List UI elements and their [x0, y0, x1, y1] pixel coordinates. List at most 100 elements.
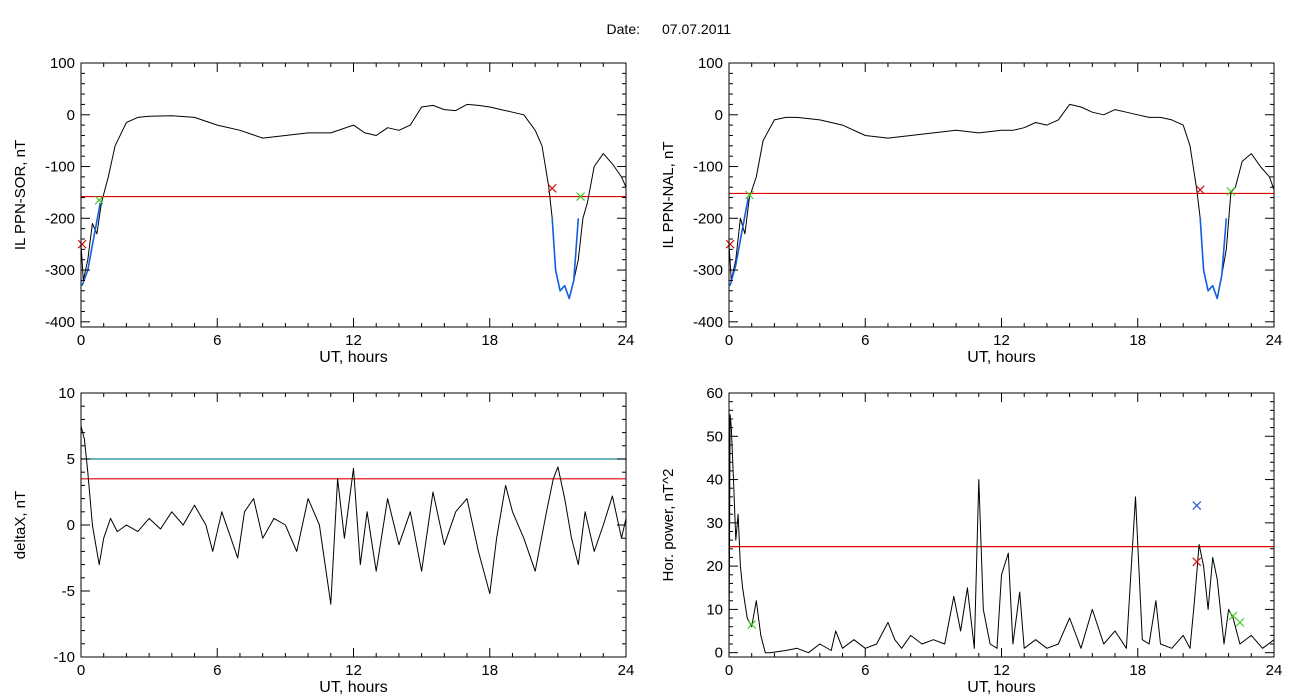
x-axis-label: UT, hours: [319, 349, 387, 366]
interval-line: [1199, 218, 1228, 300]
event-marker: [745, 190, 754, 200]
marker-stroke: [547, 183, 557, 193]
y-axis-label: IL PPN-NAL, nT: [660, 142, 677, 249]
event-marker: [1235, 617, 1245, 627]
x-tick-label: 6: [213, 662, 221, 679]
date-value: 07.07.2011: [662, 21, 731, 37]
chart-panel-top-left: 0 6 12 18 24 -400 -300 -200 -100 0 100 UT, hours IL …: [12, 55, 634, 366]
y-axis-label: IL PPN-SOR, nT: [12, 140, 29, 250]
y-tick-label: 100: [50, 55, 75, 72]
interval-line: [81, 202, 102, 286]
x-tick-label: 24: [1266, 332, 1283, 349]
x-tick-label: 12: [345, 332, 362, 349]
event-marker: [747, 620, 757, 629]
x-axis-label: UT, hours: [967, 679, 1035, 696]
y-tick-label: 0: [715, 107, 723, 124]
y-tick-label: 60: [706, 385, 723, 402]
y-tick-label: 0: [67, 107, 75, 124]
marker-stroke: [1226, 186, 1236, 196]
event-marker: [1195, 185, 1205, 195]
event-marker: [94, 195, 104, 205]
y-tick-label: 40: [706, 472, 723, 489]
x-tick-label: 12: [993, 332, 1010, 349]
y-axis-label: Hor. power, nT^2: [660, 469, 677, 582]
x-tick-label: 0: [725, 332, 733, 349]
series-group: [729, 103, 1274, 300]
x-tick-label: 0: [77, 662, 85, 679]
y-tick-label: -100: [693, 159, 723, 176]
marker-stroke: [745, 190, 754, 200]
y-tick-label: 0: [67, 517, 75, 534]
marker-stroke: [1192, 557, 1202, 567]
y-tick-label: -300: [45, 262, 75, 279]
x-tick-label: 18: [1129, 662, 1146, 679]
x-tick-label: 24: [618, 662, 635, 679]
y-tick-label: -300: [693, 262, 723, 279]
chart-panel-top-right: 0 6 12 18 24 -400 -300 -200 -100 0 100 UT, hours IL …: [660, 55, 1282, 366]
chart-panel-bottom-left: 0 6 12 18 24 -10 -5 0 5 10 UT, hours deltaX, nT: [12, 385, 634, 696]
y-tick-label: 100: [698, 55, 723, 72]
marker-stroke: [1195, 185, 1205, 195]
y-tick-label: 10: [706, 601, 723, 618]
x-tick-label: 24: [1266, 662, 1283, 679]
y-tick-label: 10: [58, 385, 75, 402]
x-tick-label: 6: [861, 662, 869, 679]
y-tick-label: 5: [67, 451, 75, 468]
x-tick-label: 18: [481, 662, 498, 679]
x-tick-label: 18: [1129, 332, 1146, 349]
event-marker: [547, 183, 557, 193]
data-line: [81, 425, 626, 605]
x-tick-label: 6: [213, 332, 221, 349]
marker-stroke: [1228, 611, 1238, 621]
event-marker: [725, 239, 735, 249]
plot-frame: [728, 62, 1275, 328]
series-group: [729, 414, 1274, 654]
chart-panel-bottom-right: 0 6 12 18 24 0 10 20 30 40 50 60 UT, hours Hor. power…: [660, 385, 1282, 696]
data-line: [729, 414, 1274, 654]
plot-frame: [728, 392, 1275, 658]
plot-frame: [80, 62, 627, 328]
y-tick-label: -200: [45, 210, 75, 227]
y-axis-label: deltaX, nT: [12, 491, 29, 559]
x-axis-label: UT, hours: [319, 679, 387, 696]
x-axis-label: UT, hours: [967, 349, 1035, 366]
y-tick-label: 20: [706, 558, 723, 575]
x-tick-label: 0: [725, 662, 733, 679]
x-tick-label: 12: [993, 662, 1010, 679]
event-marker: [77, 239, 87, 249]
marker-stroke: [725, 239, 735, 249]
y-tick-label: 50: [706, 428, 723, 445]
marker-stroke: [77, 239, 87, 249]
y-tick-label: 0: [715, 645, 723, 662]
marker-stroke: [576, 192, 586, 201]
y-tick-label: -400: [45, 314, 75, 331]
series-group: [81, 425, 626, 605]
x-tick-label: 24: [618, 332, 635, 349]
interval-line: [551, 218, 580, 300]
y-tick-label: -100: [45, 159, 75, 176]
event-marker: [1192, 501, 1202, 510]
y-tick-label: 30: [706, 515, 723, 532]
x-tick-label: 18: [481, 332, 498, 349]
data-line: [729, 103, 1274, 299]
y-tick-label: -200: [693, 210, 723, 227]
interval-line: [729, 197, 750, 286]
y-tick-label: -400: [693, 314, 723, 331]
y-tick-label: -10: [53, 649, 75, 666]
event-marker: [1226, 186, 1236, 196]
marker-stroke: [1192, 501, 1202, 510]
data-line: [81, 103, 626, 299]
event-marker: [1192, 557, 1202, 567]
series-group: [81, 103, 626, 300]
marker-stroke: [1235, 617, 1245, 627]
x-tick-label: 12: [345, 662, 362, 679]
date-label: Date:: [607, 21, 640, 37]
marker-stroke: [747, 620, 757, 629]
x-tick-label: 6: [861, 332, 869, 349]
y-tick-label: -5: [62, 583, 75, 600]
x-tick-label: 0: [77, 332, 85, 349]
marker-stroke: [94, 195, 104, 205]
event-marker: [576, 192, 586, 201]
